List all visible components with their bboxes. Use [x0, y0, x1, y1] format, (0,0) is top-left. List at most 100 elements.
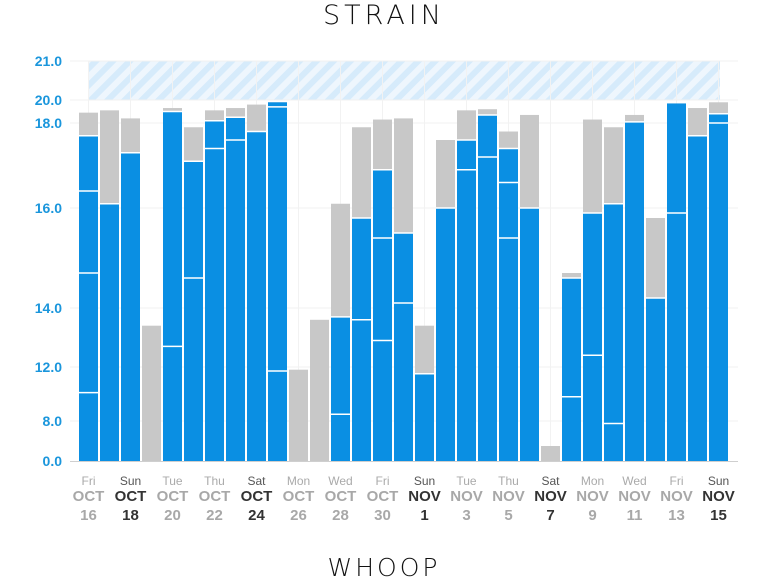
activity-strain-bar: [184, 161, 203, 461]
day-strain-bar: [142, 325, 161, 461]
activity-strain-bar: [520, 208, 539, 461]
x-label-month: OCT: [199, 488, 231, 505]
day-bar: [457, 110, 476, 461]
day-bar: [247, 104, 266, 461]
activity-strain-bar: [79, 135, 98, 461]
day-bar: [373, 119, 392, 462]
day-bar: [499, 131, 518, 461]
x-label-month: NOV: [408, 488, 441, 505]
day-bar: [667, 103, 686, 461]
x-label-date: 30: [374, 507, 391, 524]
x-label-month: NOV: [660, 488, 693, 505]
x-label-month: NOV: [534, 488, 567, 505]
x-label-date: 9: [588, 507, 596, 524]
activity-strain-bar: [499, 148, 518, 461]
day-bar: [163, 108, 182, 462]
y-tick-label: 21.0: [35, 53, 62, 69]
x-label-date: 16: [80, 507, 97, 524]
x-label-day: Tue: [162, 474, 183, 488]
x-label-date: 5: [504, 507, 512, 524]
x-label-date: 22: [206, 507, 223, 524]
x-label-day: Fri: [82, 474, 96, 488]
day-bar: [289, 369, 308, 461]
x-label-day: Fri: [376, 474, 390, 488]
x-label-month: NOV: [450, 488, 483, 505]
day-bar: [394, 118, 413, 462]
activity-strain-bar: [121, 152, 140, 461]
activity-strain-bar: [163, 111, 182, 461]
y-tick-label: 8.0: [43, 413, 63, 429]
x-label-date: 7: [546, 507, 554, 524]
day-bar: [562, 273, 581, 461]
day-bar: [142, 325, 161, 461]
x-label-date: 18: [122, 507, 139, 524]
activity-strain-bar: [331, 316, 350, 461]
activity-strain-bar: [646, 298, 665, 461]
x-label-day: Fri: [670, 474, 684, 488]
x-label-day: Sat: [247, 474, 266, 488]
x-label-day: Thu: [204, 474, 225, 488]
x-label-day: Wed: [622, 474, 646, 488]
activity-strain-bar: [226, 117, 245, 461]
x-label-day: Mon: [287, 474, 310, 488]
x-label-month: OCT: [241, 488, 273, 505]
x-axis: FriOCT16SunOCT18TueOCT20ThuOCT22SatOCT24…: [73, 474, 735, 524]
x-label-day: Sun: [708, 474, 729, 488]
day-strain-bar: [310, 319, 329, 461]
activity-strain-bar: [583, 213, 602, 461]
x-label-day: Sat: [541, 474, 560, 488]
day-bar: [79, 112, 98, 462]
x-label-month: OCT: [73, 488, 105, 505]
day-strain-bar: [289, 369, 308, 461]
x-label-month: NOV: [618, 488, 651, 505]
x-label-month: OCT: [283, 488, 315, 505]
x-label-month: OCT: [367, 488, 399, 505]
x-label-day: Sun: [120, 474, 141, 488]
x-label-date: 1: [420, 507, 428, 524]
activity-strain-bar: [268, 102, 287, 462]
y-tick-label: 12.0: [35, 359, 62, 375]
y-tick-label: 16.0: [35, 200, 62, 216]
day-bar: [625, 114, 644, 461]
x-label-month: NOV: [702, 488, 735, 505]
y-tick-label: 20.0: [35, 92, 62, 108]
strain-chart: 0.08.012.014.016.018.020.021.0 FriOCT16S…: [35, 53, 738, 524]
activity-strain-bar: [373, 169, 392, 461]
activity-strain-bar: [688, 135, 707, 461]
y-tick-label: 18.0: [35, 115, 62, 131]
activity-strain-bar: [625, 121, 644, 461]
day-bar: [709, 102, 728, 462]
activity-strain-bar: [667, 103, 686, 461]
day-bar: [310, 319, 329, 461]
y-tick-label: 14.0: [35, 300, 62, 316]
x-label-day: Sun: [414, 474, 435, 488]
chart-title: STRAIN: [323, 0, 445, 31]
x-label-month: NOV: [576, 488, 609, 505]
day-bar: [688, 108, 707, 462]
x-label-month: OCT: [325, 488, 357, 505]
day-bar: [268, 102, 287, 462]
day-bar: [352, 127, 371, 461]
day-bar: [520, 114, 539, 461]
x-label-date: 24: [248, 507, 265, 524]
x-label-day: Wed: [328, 474, 352, 488]
day-bar: [184, 127, 203, 461]
x-label-month: OCT: [157, 488, 189, 505]
activity-strain-bar: [562, 278, 581, 461]
x-label-day: Tue: [456, 474, 477, 488]
activity-strain-bar: [247, 131, 266, 461]
day-bar: [415, 325, 434, 461]
day-bar: [226, 108, 245, 462]
